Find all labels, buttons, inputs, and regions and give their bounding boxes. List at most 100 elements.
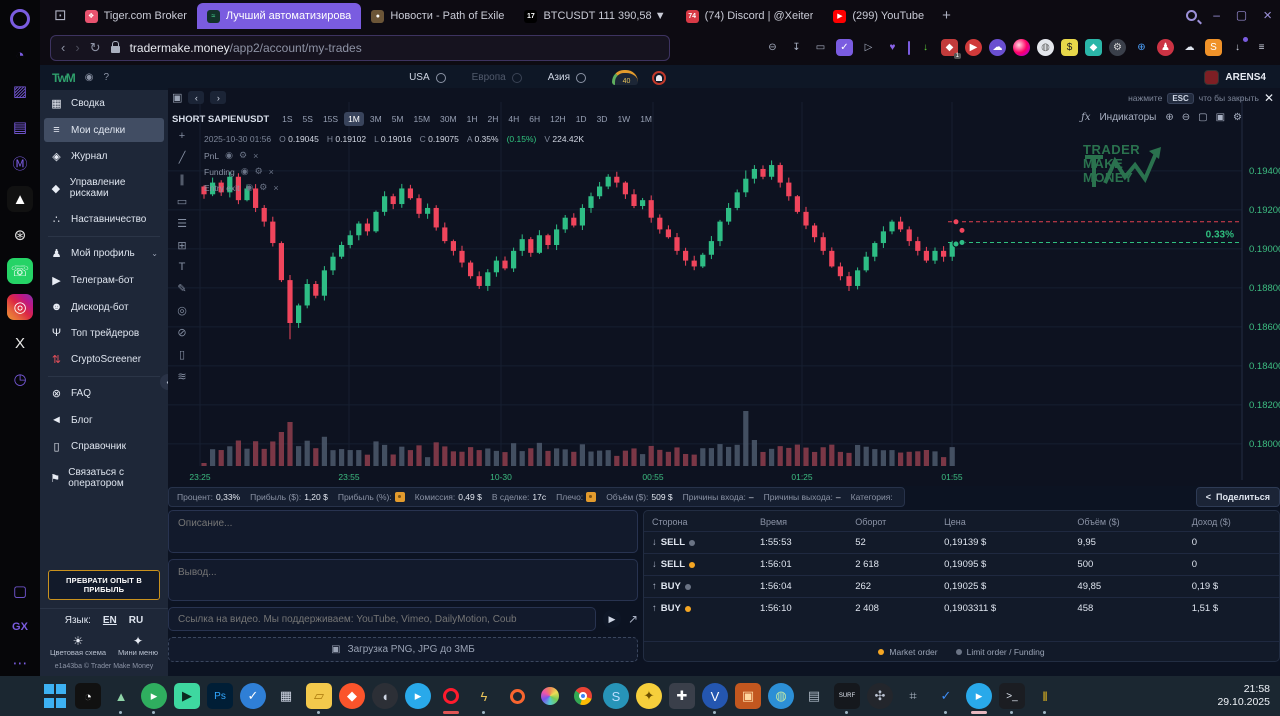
remove-icon[interactable]: × xyxy=(253,150,259,161)
browser-tab-4[interactable]: 74 (74) Discord | @Xeiter xyxy=(676,3,824,29)
chart-panel[interactable]: 0.19400 0.19200 0.19000 0.18800 0.18600 0.184… xyxy=(168,88,1280,486)
remove-icon[interactable]: × xyxy=(268,166,274,177)
sidebar-item-наставничество[interactable]: ∴ Наставничество xyxy=(40,206,168,233)
crosshair-icon[interactable]: ⊕ xyxy=(1137,42,1146,53)
send-icon[interactable]: ▷ xyxy=(864,42,873,53)
menu-icon[interactable]: ≡ xyxy=(1258,42,1265,53)
duck-app-icon[interactable]: ✦ xyxy=(636,683,662,709)
gx-label[interactable]: GX xyxy=(12,621,28,633)
zoom-out-icon[interactable]: ⊖ xyxy=(1181,112,1191,123)
settings-icon[interactable]: ⚙ xyxy=(238,150,248,160)
channel-tool-icon[interactable]: ∥ xyxy=(179,174,185,186)
share-button[interactable]: < Поделиться xyxy=(1195,487,1280,507)
sidebar-item-сводка[interactable]: ▦ Сводка xyxy=(40,90,168,117)
browser-tab-2[interactable]: ● Новости - Path of Exile xyxy=(361,3,514,29)
compass-app-icon[interactable]: ▸ xyxy=(141,683,167,714)
shield-check-icon[interactable]: ✓ xyxy=(836,39,853,56)
close-button[interactable]: × xyxy=(1263,6,1272,24)
surf-app-icon[interactable]: SURF xyxy=(834,683,860,714)
opera-gx-logo[interactable] xyxy=(7,6,33,32)
fx-icon[interactable]: ƒx xyxy=(1081,112,1091,123)
timeframe-1D-13[interactable]: 1D xyxy=(575,114,587,124)
taskbar-clock[interactable]: 21:58 29.10.2025 xyxy=(1217,683,1270,708)
chart-settings-icon[interactable]: ⚙ xyxy=(1233,112,1242,123)
timeframe-1M-3[interactable]: 1M xyxy=(344,112,364,126)
sphere-icon[interactable]: ◍ xyxy=(1037,39,1054,56)
chrome-icon[interactable] xyxy=(570,683,596,709)
person-red-icon[interactable]: ♟ xyxy=(1157,39,1174,56)
opera-icon[interactable] xyxy=(438,683,464,714)
check-app-icon[interactable]: ✓ xyxy=(240,683,266,709)
indicators-button[interactable]: Индикаторы xyxy=(1099,112,1157,123)
browser-tab-1[interactable]: ≈ Лучший автоматизирова xyxy=(196,3,362,29)
fan-app-icon[interactable]: ✣ xyxy=(867,683,893,709)
start-button[interactable] xyxy=(42,683,68,709)
sidebar-item-мои-сделки[interactable]: ≡ Мои сделки xyxy=(44,118,164,142)
search-tabs-icon[interactable] xyxy=(1186,9,1198,21)
sidebar-item-топ-трейдеров[interactable]: Ψ Топ трейдеров xyxy=(40,320,168,346)
timeframe-1S-0[interactable]: 1S xyxy=(282,114,293,124)
video-play-button[interactable]: ▶ xyxy=(602,610,621,629)
rectangle-tool-icon[interactable]: ▭ xyxy=(176,196,188,208)
timeframe-3M-4[interactable]: 3M xyxy=(369,114,382,124)
image-upload-dropzone[interactable]: ▣ Загрузка PNG, JPG до 3МБ xyxy=(168,637,638,662)
eye-icon[interactable]: ◉ xyxy=(84,72,94,83)
table-row[interactable]: ↓ SELL 1:55:53 52 0,19139 $9,95 0 xyxy=(644,531,1279,554)
pink-orb-icon[interactable] xyxy=(1013,39,1030,56)
sidebar-item-телеграм-бот[interactable]: ▶ Телеграм-бот xyxy=(40,267,168,294)
palette-app-icon[interactable] xyxy=(537,683,563,709)
sidebar-item-cryptoscreener[interactable]: ⇅ CryptoScreener xyxy=(40,346,168,373)
timeframe-30M-7[interactable]: 30M xyxy=(440,114,457,124)
downloader-icon[interactable]: ↓ xyxy=(923,42,928,53)
timeframe-1W-15[interactable]: 1W xyxy=(617,114,631,124)
timeframe-15S-2[interactable]: 15S xyxy=(322,114,339,124)
browser-tab-5[interactable]: ▶ (299) YouTube xyxy=(823,3,934,29)
visibility-icon[interactable]: ◉ xyxy=(225,150,233,160)
session-asia[interactable]: Азия xyxy=(548,72,586,83)
description-textarea[interactable] xyxy=(168,510,638,553)
dollar-icon[interactable]: $ xyxy=(1061,39,1078,56)
clock-widget-icon[interactable]: ◔ xyxy=(75,683,101,709)
sidebar-item-управление-рисками[interactable]: ◆ Управление рисками xyxy=(40,170,168,206)
lock-icon[interactable] xyxy=(586,492,597,502)
chart-snapshot-icon[interactable]: ▣ xyxy=(172,92,183,104)
notifications-bell-icon[interactable] xyxy=(652,70,666,85)
visibility-icon[interactable]: ◉ xyxy=(240,166,249,176)
timeframe-12H-12[interactable]: 12H xyxy=(550,114,566,124)
reload-icon[interactable]: ↻ xyxy=(89,39,101,55)
v-app-icon[interactable]: V xyxy=(702,683,728,714)
timeframe-1H-8[interactable]: 1H xyxy=(466,114,478,124)
cards-icon[interactable]: ▤ xyxy=(12,119,28,136)
instagram-icon[interactable]: ◎ xyxy=(7,294,33,320)
x-icon[interactable]: X xyxy=(14,334,25,352)
terminal-icon[interactable]: >_ xyxy=(999,683,1025,714)
timeframe-15M-6[interactable]: 15M xyxy=(413,114,431,124)
zoom-out-icon[interactable]: ⊖ xyxy=(768,42,777,53)
ghost-icon[interactable]: ☁ xyxy=(989,39,1006,56)
explorer-icon[interactable]: ▱ xyxy=(306,683,332,714)
shield-teal-icon[interactable]: ◆ xyxy=(1085,39,1102,56)
measure-tool-icon[interactable]: ▯ xyxy=(178,349,186,361)
sidebar-item-справочник[interactable]: ▯ Справочник xyxy=(40,433,168,460)
user-chip[interactable]: ARENS4 xyxy=(1204,70,1266,85)
table-row[interactable]: ↑ BUY 1:56:10 2 408 0,1903311 $458 1,51 $ xyxy=(644,597,1279,619)
obs-ring-icon[interactable] xyxy=(504,683,530,709)
lightning-app-icon[interactable]: ϟ xyxy=(471,683,497,714)
remove-icon[interactable]: × xyxy=(273,182,279,193)
visibility-icon[interactable]: ◉ xyxy=(245,182,254,192)
heart-icon[interactable]: ♥ xyxy=(889,42,896,53)
help-icon[interactable]: ? xyxy=(103,72,110,83)
chatgpt-icon[interactable]: ⊛ xyxy=(13,227,27,244)
fear-greed-gauge[interactable]: 40 xyxy=(612,70,638,85)
list-tool-icon[interactable]: ☰ xyxy=(177,218,187,230)
tv-app-icon[interactable]: ▶ xyxy=(174,683,200,709)
trendline-tool-icon[interactable]: ╱ xyxy=(178,152,186,164)
cta-button[interactable]: ПРЕВРАТИ ОПЫТ В ПРИБЫЛЬ xyxy=(48,570,160,600)
settings-icon[interactable]: ⚙ xyxy=(254,166,263,176)
sidebar-item-мой-профиль[interactable]: ♟ Мой профиль ⌄ xyxy=(40,240,168,267)
timeframe-5M-5[interactable]: 5M xyxy=(391,114,404,124)
snapshot-icon[interactable]: ▭ xyxy=(815,42,826,53)
orange-app-icon[interactable]: ▣ xyxy=(735,683,761,709)
pager-prev-button[interactable]: ‹ xyxy=(188,91,205,104)
speed-dial-icon[interactable]: ◔ xyxy=(15,46,25,64)
